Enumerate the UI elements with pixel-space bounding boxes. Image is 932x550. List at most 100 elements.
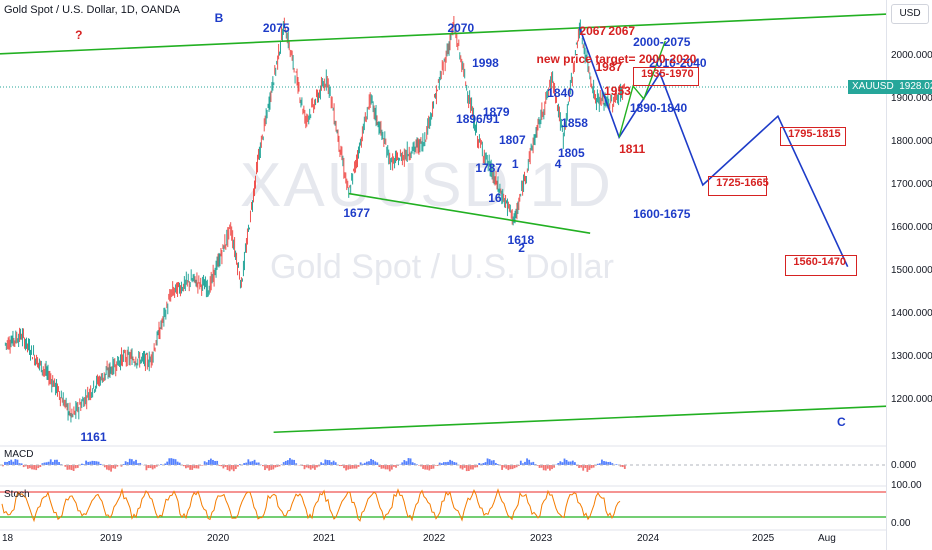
macd-bar [623, 465, 626, 469]
macd-bar [251, 461, 254, 465]
price-tick: 1300.000 [891, 351, 932, 362]
target-box [780, 126, 847, 147]
macd-bar [530, 462, 533, 465]
macd-bar [357, 465, 360, 467]
macd-bar [532, 461, 535, 465]
macd-bar [584, 465, 587, 469]
macd-bar [571, 460, 574, 465]
macd-bar [70, 465, 73, 471]
time-tick: 2019 [100, 533, 123, 544]
macd-bar [203, 461, 206, 465]
macd-bar [380, 465, 383, 469]
wave-label: 1 [511, 157, 519, 172]
macd-bar [214, 460, 216, 465]
macd-bar [237, 465, 239, 467]
macd-bar [234, 465, 237, 470]
wave-label: 1858 [561, 116, 588, 131]
time-tick: 2022 [423, 533, 446, 544]
trend-line [0, 12, 913, 55]
macd-bar [372, 459, 375, 465]
macd-bar [272, 465, 275, 470]
macd-bar [247, 459, 250, 465]
macd-bar [95, 461, 98, 465]
macd-bar [6, 461, 8, 465]
currency-button[interactable]: USD [891, 4, 929, 24]
chart-title: Gold Spot / U.S. Dollar, 1D, OANDA [4, 4, 181, 16]
macd-bar [245, 462, 248, 465]
macd-bar [66, 465, 69, 470]
macd-bar [384, 465, 387, 470]
macd-bar [559, 461, 562, 465]
macd-bar [14, 459, 17, 465]
macd-bar [540, 465, 543, 468]
macd-bar [405, 461, 408, 465]
macd-bar [582, 465, 585, 471]
macd-bar [578, 465, 580, 468]
macd-bar [8, 460, 11, 465]
macd-bar [494, 462, 497, 465]
wave-label: 2000-2075 [633, 34, 691, 49]
macd-bar [268, 465, 271, 471]
macd-bar [276, 465, 279, 467]
macd-bar [137, 463, 139, 465]
wave-label: 1953 [604, 83, 631, 98]
macd-bar [426, 465, 429, 470]
wave-label: 2067 [579, 23, 607, 38]
macd-bar [307, 465, 310, 469]
macd-bar [420, 465, 422, 467]
wave-label: 1787 [475, 161, 503, 176]
macd-bar [359, 462, 362, 465]
macd-bar [588, 465, 591, 470]
time-tick: 2023 [530, 533, 553, 544]
macd-bar [216, 460, 219, 465]
target-box-label: 1560-1470 [793, 256, 847, 269]
wave-label: 1987 [595, 60, 623, 75]
macd-bar [135, 459, 137, 465]
macd-tick-zero: 0.000 [891, 460, 917, 471]
macd-bar [191, 465, 194, 470]
macd-bar [607, 462, 610, 465]
macd-bar [193, 465, 196, 469]
time-tick: 2024 [637, 533, 660, 544]
wave-label: 4 [554, 157, 562, 172]
macd-bar [542, 465, 545, 471]
macd-bar [501, 465, 503, 470]
macd-bar [262, 465, 264, 467]
macd-bar [509, 465, 512, 470]
macd-bar [166, 461, 169, 465]
macd-bar [176, 461, 179, 465]
macd-bar [615, 464, 618, 465]
macd-bar [522, 463, 524, 465]
macd-bar [291, 459, 293, 465]
macd-bar [347, 465, 350, 470]
macd-bar [453, 462, 456, 465]
macd-bar [590, 465, 593, 469]
macd-bar [407, 458, 410, 465]
macd-bar [368, 461, 370, 465]
macd-bar [293, 459, 295, 465]
macd-bar [230, 465, 233, 470]
macd-bar [168, 458, 171, 465]
macd-bar [286, 460, 289, 465]
macd-bar [567, 461, 570, 465]
macd-bar [126, 462, 129, 465]
macd-bar [210, 458, 212, 465]
macd-bar [467, 465, 470, 471]
time-tick: 2021 [313, 533, 336, 544]
macd-bar [376, 462, 379, 465]
macd-bar [438, 462, 441, 465]
macd-bar [18, 463, 21, 465]
macd-bar [470, 465, 472, 470]
macd-bar [482, 463, 485, 465]
macd-bar [569, 461, 572, 465]
macd-bar [289, 458, 291, 465]
macd-bar [187, 465, 189, 468]
macd-bar [108, 465, 110, 471]
macd-bar [29, 465, 31, 469]
macd-bar [282, 462, 285, 465]
macd-bar [320, 462, 323, 465]
macd-bar [478, 463, 481, 465]
macd-bar [64, 465, 67, 467]
macd-bar [428, 465, 431, 471]
